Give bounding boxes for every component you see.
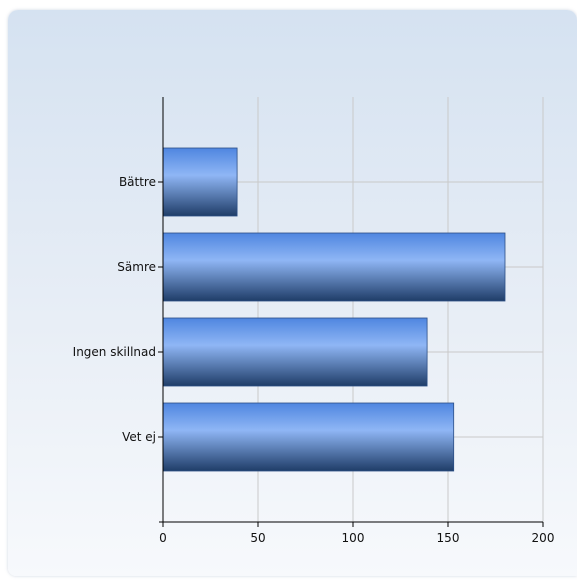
x-tick-label-2: 100	[342, 531, 365, 545]
x-tick-label-0: 0	[159, 531, 167, 545]
category-label-3: Vet ej	[122, 430, 156, 444]
bars	[162, 147, 506, 472]
tick-labels: 0 50 100 150 200 Bättre Sämre Ingen skillnad Vet…	[73, 175, 555, 545]
category-label-2: Ingen skillnad	[73, 345, 156, 359]
axes	[158, 97, 544, 527]
x-tick-label-4: 200	[532, 531, 555, 545]
category-label-1: Sämre	[117, 260, 156, 274]
category-label-0: Bättre	[119, 175, 156, 189]
bar-0	[162, 147, 238, 217]
bar-3	[162, 402, 455, 472]
x-tick-label-3: 150	[437, 531, 460, 545]
x-tick-label-1: 50	[250, 531, 265, 545]
bar-1	[162, 232, 506, 302]
bar-2	[162, 317, 428, 387]
